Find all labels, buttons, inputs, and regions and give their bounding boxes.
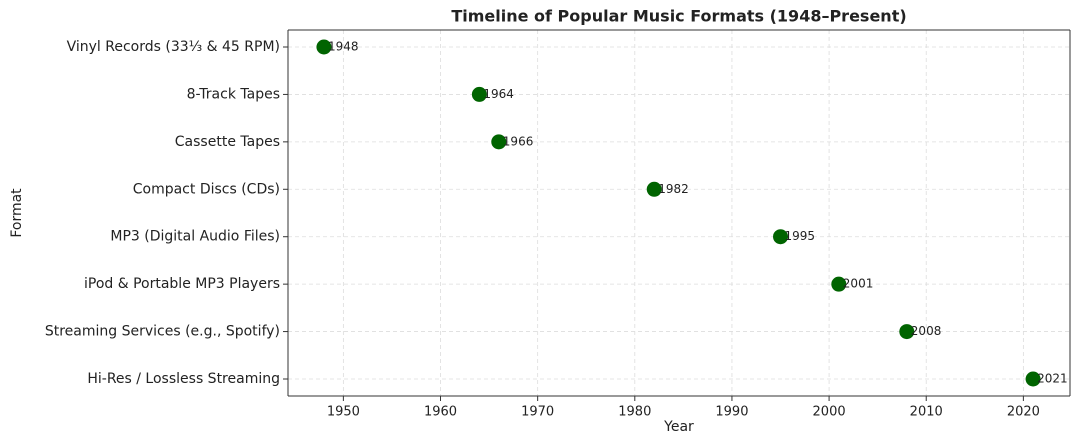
data-label: 2008 — [911, 324, 942, 338]
data-label: 1966 — [503, 134, 534, 148]
y-axis-label: Format — [9, 188, 25, 238]
y-tick-label: Hi-Res / Lossless Streaming — [87, 371, 280, 387]
x-tick-label: 2020 — [1007, 405, 1040, 420]
data-label: 2021 — [1037, 372, 1068, 386]
y-tick-label: Vinyl Records (33⅓ & 45 RPM) — [67, 39, 280, 55]
data-label: 1948 — [328, 40, 359, 54]
x-tick-label: 1960 — [424, 405, 457, 420]
y-tick-label: Compact Discs (CDs) — [133, 181, 280, 197]
x-tick-label: 1990 — [715, 405, 748, 420]
x-tick-label: 1980 — [618, 405, 651, 420]
point — [831, 276, 847, 292]
point — [646, 181, 662, 197]
x-tick-label: 1970 — [521, 405, 554, 420]
point — [471, 86, 487, 102]
data-label: 1982 — [658, 182, 689, 196]
data-label: 2001 — [843, 277, 874, 291]
point — [773, 229, 789, 245]
y-tick-label: Streaming Services (e.g., Spotify) — [45, 324, 280, 340]
point — [899, 324, 915, 340]
x-axis-label: Year — [663, 419, 694, 435]
point — [491, 134, 507, 150]
y-tick-label: 8-Track Tapes — [187, 86, 280, 102]
y-tick-label: Cassette Tapes — [175, 134, 280, 150]
point — [1025, 371, 1041, 387]
x-tick-label: 2000 — [813, 405, 846, 420]
x-tick-label: 1950 — [327, 405, 360, 420]
y-tick-label: MP3 (Digital Audio Files) — [110, 229, 280, 245]
data-label: 1995 — [785, 229, 816, 243]
y-tick-label: iPod & Portable MP3 Players — [84, 276, 280, 292]
data-label: 1964 — [483, 87, 514, 101]
chart-title: Timeline of Popular Music Formats (1948–… — [451, 7, 906, 26]
point — [316, 39, 332, 55]
x-tick-label: 2010 — [910, 405, 943, 420]
